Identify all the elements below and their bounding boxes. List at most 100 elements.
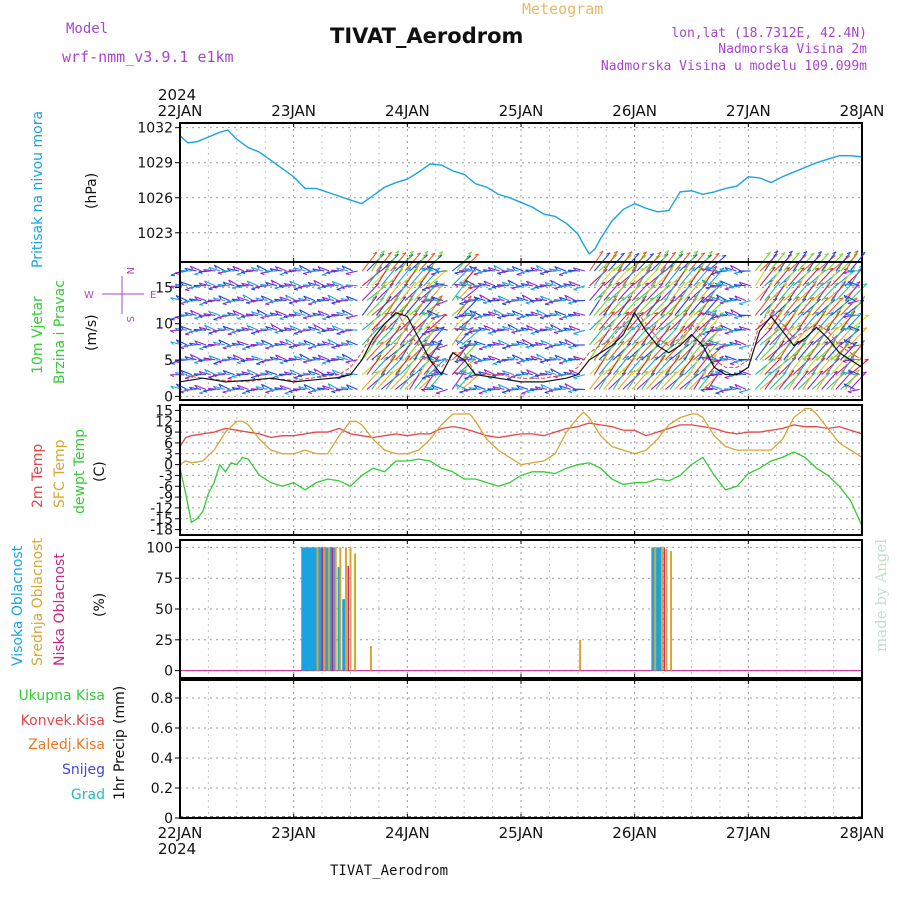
- wind-arrow-head: [284, 393, 289, 395]
- wind-arrow-head: [274, 266, 279, 270]
- wind-arrow: [255, 385, 268, 390]
- wind-arrow: [655, 356, 673, 375]
- wind-arrow-head: [710, 340, 714, 345]
- wind-arrow: [435, 314, 448, 317]
- wind-arrow: [193, 373, 206, 376]
- wind-arrow: [710, 296, 723, 302]
- wind-arrow: [464, 267, 477, 272]
- wind-arrow: [754, 340, 771, 361]
- y-tick-label: 75: [155, 571, 173, 587]
- wind-arrow-head: [433, 368, 438, 372]
- wind-arrow: [759, 373, 779, 390]
- wind-arrow: [835, 340, 851, 361]
- wind-arrow-head: [279, 340, 283, 345]
- wind-arrow-head: [473, 340, 478, 345]
- wind-arrow: [502, 325, 514, 331]
- wind-arrow-head: [534, 330, 539, 334]
- wind-arrow-head: [231, 342, 236, 347]
- wind-arrow: [303, 295, 316, 302]
- wind-arrow: [719, 357, 732, 361]
- wind-arrow: [719, 388, 732, 392]
- wind-arrow: [655, 250, 670, 272]
- wind-arrow-head: [331, 358, 335, 362]
- wind-arrow: [573, 355, 586, 361]
- wind-arrow: [376, 340, 392, 361]
- wind-arrow: [431, 384, 443, 390]
- wind-arrow-head: [467, 251, 472, 255]
- wind-arrow: [385, 281, 402, 301]
- wind-arrow-head: [530, 311, 534, 316]
- wind-arrow-head: [482, 313, 487, 317]
- wind-arrow-head: [861, 251, 866, 255]
- wind-arrow: [413, 370, 430, 390]
- wind-arrow-head: [264, 270, 269, 274]
- wind-arrow-head: [307, 359, 312, 363]
- wind-arrow-head: [250, 388, 255, 392]
- wind-arrow: [693, 267, 710, 287]
- wind-arrow: [237, 384, 249, 390]
- wind-arrow-head: [468, 287, 473, 290]
- wind-arrow-head: [615, 326, 620, 329]
- wind-arrow: [313, 324, 325, 331]
- wind-arrow-head: [458, 270, 463, 274]
- wind-arrow: [802, 343, 821, 361]
- y-tick-label: -3: [159, 468, 173, 484]
- wind-arrow-head: [270, 324, 274, 329]
- wind-arrow-head: [222, 314, 227, 318]
- wind-arrow-head: [702, 368, 707, 372]
- wind-arrow: [468, 342, 481, 346]
- wind-arrow: [598, 311, 615, 331]
- wind-arrow: [683, 281, 701, 301]
- wind-arrow-head: [399, 309, 404, 313]
- wind-arrow: [451, 281, 468, 301]
- wind-arrow-head: [340, 330, 345, 334]
- wind-arrow: [830, 369, 846, 390]
- wind-arrow-head: [469, 266, 473, 270]
- wind-arrow-head: [189, 375, 194, 379]
- wind-arrow-head: [175, 295, 179, 300]
- wind-arrow: [848, 281, 860, 287]
- wind-arrow: [608, 284, 627, 302]
- wind-arrow: [394, 267, 412, 287]
- wind-arrow: [255, 341, 268, 346]
- wind-arrow: [487, 388, 500, 390]
- wind-arrow-head: [469, 371, 474, 374]
- wind-arrow: [241, 314, 254, 317]
- wind-arrow: [778, 269, 797, 287]
- wind-arrow-head: [374, 326, 379, 330]
- wind-arrow: [631, 358, 651, 376]
- wind-arrow: [641, 356, 659, 375]
- y-tick-label: 0.2: [151, 781, 173, 797]
- wind-arrow-head: [733, 284, 738, 288]
- wind-arrow-head: [442, 357, 447, 360]
- wind-arrow: [802, 280, 817, 301]
- wind-arrow: [811, 341, 829, 361]
- y-tick-label: -18: [150, 523, 173, 539]
- date-label-top: 25JAN: [499, 102, 544, 120]
- wind-arrow: [568, 325, 581, 331]
- wind-arrow-head: [227, 312, 231, 316]
- wind-arrow-head: [236, 329, 241, 333]
- wind-arrow: [208, 355, 221, 361]
- wind-arrow-head: [658, 371, 663, 374]
- wind-arrow-head: [222, 391, 227, 394]
- wind-arrow-head: [710, 318, 715, 320]
- wind-arrow-head: [218, 339, 222, 344]
- wind-arrow: [536, 265, 548, 272]
- wind-arrow-head: [184, 377, 190, 380]
- wind-arrow-head: [312, 356, 316, 361]
- wind-arrow: [435, 326, 448, 331]
- wind-arrow: [231, 374, 244, 377]
- wind-arrow-head: [468, 342, 473, 347]
- wind-arrow: [380, 373, 400, 390]
- wind-arrow: [764, 325, 781, 346]
- wind-arrow-head: [464, 333, 469, 336]
- wind-arrow: [617, 326, 635, 346]
- wind-arrow-head: [307, 270, 312, 274]
- wind-arrow-head: [331, 302, 336, 305]
- wind-arrow: [849, 327, 868, 346]
- wind-arrow: [739, 325, 751, 331]
- wind-arrow-head: [297, 330, 303, 334]
- wind-arrow: [535, 297, 548, 302]
- wind-arrow-head: [307, 282, 312, 286]
